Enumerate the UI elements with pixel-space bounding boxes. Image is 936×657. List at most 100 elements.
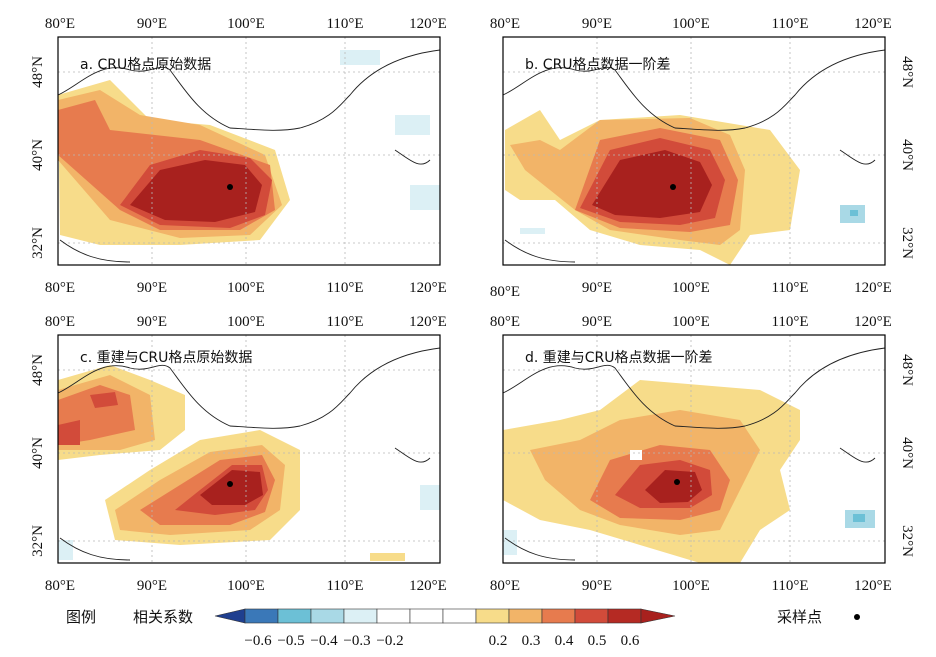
svg-text:40°N: 40°N [30, 139, 46, 171]
svg-text:100°E: 100°E [227, 578, 265, 594]
svg-text:80°E: 80°E [45, 578, 75, 594]
svg-text:100°E: 100°E [672, 578, 710, 594]
panel-a-gridlines [58, 37, 440, 265]
svg-text:40°N: 40°N [899, 437, 915, 469]
svg-text:0.3: 0.3 [522, 633, 541, 649]
panel-b-title: b. CRU格点数据一阶差 [525, 57, 671, 73]
svg-text:−0.4: −0.4 [310, 633, 338, 649]
panel-c-sample-point [227, 481, 233, 487]
svg-text:120°E: 120°E [854, 16, 892, 32]
panel-a-frame [57, 36, 441, 266]
sample-point-label: 采样点 [777, 608, 822, 626]
colorbar [214, 608, 676, 624]
svg-text:−0.3: −0.3 [343, 633, 370, 649]
svg-text:80°E: 80°E [490, 314, 520, 330]
svg-text:−0.2: −0.2 [376, 633, 403, 649]
panel-b-bottom-lon-labels: 80°E 90°E 100°E 110°E 120°E [490, 280, 892, 300]
svg-text:80°E: 80°E [45, 314, 75, 330]
panel-b-sample-point [670, 184, 676, 190]
svg-text:0.6: 0.6 [621, 633, 640, 649]
panel-b-top-lon-labels: 80°E 90°E 100°E 110°E 120°E [490, 16, 892, 32]
svg-text:90°E: 90°E [137, 314, 167, 330]
sample-point-legend-icon [854, 614, 860, 620]
panel-d-gridlines [503, 335, 885, 563]
svg-text:48°N: 48°N [899, 56, 915, 88]
panel-d-bottom-lon-labels: 80°E 90°E 100°E 110°E 120°E [490, 578, 892, 594]
svg-text:32°N: 32°N [30, 227, 46, 259]
svg-text:120°E: 120°E [409, 314, 447, 330]
svg-text:90°E: 90°E [137, 16, 167, 32]
svg-text:120°E: 120°E [854, 578, 892, 594]
panel-d: d. 重建与CRU格点数据一阶差 80°E 90°E 100°E 110°E 1… [490, 314, 915, 594]
svg-text:80°E: 80°E [45, 280, 75, 296]
svg-text:120°E: 120°E [409, 280, 447, 296]
svg-text:110°E: 110°E [326, 16, 363, 32]
colorbar-tick-labels: −0.6 −0.5 −0.4 −0.3 −0.2 0.2 0.3 0.4 0.5… [244, 633, 639, 649]
svg-text:100°E: 100°E [672, 280, 710, 296]
panel-d-correlation-field [503, 335, 885, 563]
panel-c-frame [57, 334, 441, 564]
svg-text:32°N: 32°N [30, 525, 46, 557]
svg-text:40°N: 40°N [30, 437, 46, 469]
panel-c: c. 重建与CRU格点原始数据 80°E 90°E 100°E 110°E 12… [30, 314, 447, 594]
panel-a-boundary-line [58, 49, 440, 263]
svg-text:110°E: 110°E [771, 578, 808, 594]
svg-text:110°E: 110°E [771, 280, 808, 296]
svg-text:110°E: 110°E [326, 280, 363, 296]
panel-a-bottom-lon-labels: 80°E 90°E 100°E 110°E 120°E [45, 280, 447, 296]
svg-text:−0.6: −0.6 [244, 633, 272, 649]
panel-a: a. CRU格点原始数据 80°E 90°E 100°E 110°E 120°E… [30, 16, 447, 296]
svg-text:80°E: 80°E [490, 16, 520, 32]
panel-d-sample-point [674, 479, 680, 485]
svg-text:80°E: 80°E [490, 284, 520, 300]
panel-b: b. CRU格点数据一阶差 80°E 90°E 100°E 110°E 120°… [490, 16, 915, 300]
svg-text:110°E: 110°E [326, 314, 363, 330]
panel-a-lat-labels: 48°N 40°N 32°N [30, 56, 46, 259]
svg-text:90°E: 90°E [137, 280, 167, 296]
panel-c-bottom-lon-labels: 80°E 90°E 100°E 110°E 120°E [45, 578, 447, 594]
svg-text:100°E: 100°E [672, 314, 710, 330]
panel-b-gridlines [503, 37, 885, 265]
svg-text:32°N: 32°N [899, 227, 915, 259]
svg-text:90°E: 90°E [582, 578, 612, 594]
panel-a-top-lon-labels: 80°E 90°E 100°E 110°E 120°E [45, 16, 447, 32]
panel-a-sample-point [227, 184, 233, 190]
panel-b-boundary-line [503, 49, 885, 263]
svg-text:90°E: 90°E [582, 314, 612, 330]
panel-b-correlation-field [503, 37, 885, 265]
svg-text:100°E: 100°E [227, 16, 265, 32]
svg-text:120°E: 120°E [409, 578, 447, 594]
panel-c-boundary-line [58, 347, 440, 561]
legend: 图例 相关系数 −0.6 −0.5 −0.4 −0.3 −0.2 0.2 0.3 [66, 608, 860, 649]
legend-title: 图例 [66, 608, 96, 626]
svg-text:80°E: 80°E [490, 578, 520, 594]
svg-text:32°N: 32°N [899, 525, 915, 557]
panel-b-frame [502, 36, 886, 266]
colorbar-label: 相关系数 [133, 608, 193, 626]
svg-text:48°N: 48°N [899, 354, 915, 386]
svg-text:110°E: 110°E [771, 314, 808, 330]
svg-text:48°N: 48°N [30, 354, 46, 386]
svg-text:120°E: 120°E [854, 280, 892, 296]
panel-d-lat-labels: 48°N 40°N 32°N [899, 354, 915, 557]
panel-c-top-lon-labels: 80°E 90°E 100°E 110°E 120°E [45, 314, 447, 330]
panel-c-gridlines [58, 335, 440, 563]
svg-text:0.5: 0.5 [588, 633, 607, 649]
svg-text:120°E: 120°E [854, 314, 892, 330]
svg-text:0.2: 0.2 [489, 633, 508, 649]
panel-c-title: c. 重建与CRU格点原始数据 [80, 350, 252, 366]
panel-a-title: a. CRU格点原始数据 [80, 57, 211, 73]
svg-text:90°E: 90°E [582, 280, 612, 296]
svg-text:100°E: 100°E [672, 16, 710, 32]
svg-text:110°E: 110°E [771, 16, 808, 32]
svg-text:120°E: 120°E [409, 16, 447, 32]
svg-text:90°E: 90°E [582, 16, 612, 32]
svg-text:100°E: 100°E [227, 314, 265, 330]
panel-d-boundary-line [503, 347, 885, 561]
panel-d-title: d. 重建与CRU格点数据一阶差 [525, 350, 713, 366]
svg-text:100°E: 100°E [227, 280, 265, 296]
panel-d-frame [502, 334, 886, 564]
panel-a-correlation-field [58, 37, 440, 265]
svg-text:90°E: 90°E [137, 578, 167, 594]
